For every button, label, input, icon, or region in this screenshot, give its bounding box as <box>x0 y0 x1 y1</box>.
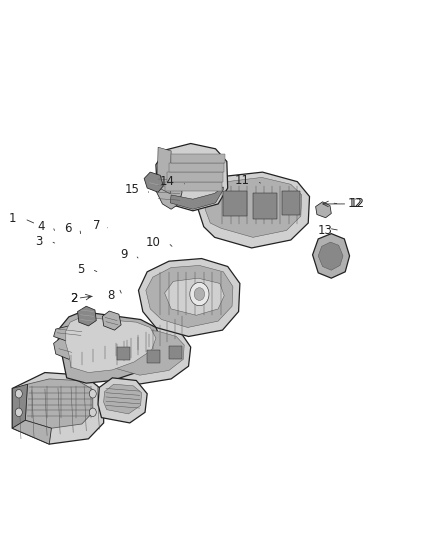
Polygon shape <box>99 325 191 384</box>
Text: 4: 4 <box>37 220 45 233</box>
Polygon shape <box>170 187 223 209</box>
Text: 10: 10 <box>145 236 160 249</box>
Polygon shape <box>66 317 156 373</box>
Polygon shape <box>53 336 78 359</box>
Text: 11: 11 <box>234 174 250 187</box>
Bar <box>117 347 130 360</box>
Polygon shape <box>313 233 350 278</box>
Polygon shape <box>156 143 228 211</box>
Circle shape <box>194 288 205 301</box>
Polygon shape <box>25 379 93 428</box>
Polygon shape <box>53 325 83 342</box>
Polygon shape <box>165 278 224 316</box>
Bar <box>165 182 222 191</box>
Polygon shape <box>58 312 162 383</box>
Circle shape <box>89 408 96 417</box>
Text: 8: 8 <box>107 289 115 302</box>
Polygon shape <box>138 259 240 336</box>
Bar <box>223 191 247 216</box>
Polygon shape <box>12 384 28 428</box>
Polygon shape <box>78 306 96 326</box>
Bar <box>147 350 160 363</box>
Bar <box>171 154 225 163</box>
Polygon shape <box>198 172 310 248</box>
Text: 13: 13 <box>317 224 332 237</box>
Polygon shape <box>318 242 343 270</box>
Polygon shape <box>102 311 121 330</box>
Bar <box>253 193 277 219</box>
Text: 3: 3 <box>35 235 43 247</box>
Bar <box>169 163 224 173</box>
Text: 1: 1 <box>9 212 17 225</box>
Polygon shape <box>98 378 147 423</box>
Text: 12: 12 <box>350 197 364 211</box>
Bar <box>169 345 182 359</box>
Polygon shape <box>12 373 104 444</box>
Polygon shape <box>144 172 163 192</box>
Polygon shape <box>12 420 51 444</box>
Polygon shape <box>104 384 141 414</box>
Text: 6: 6 <box>64 222 72 235</box>
Text: 15: 15 <box>125 183 140 196</box>
Text: 7: 7 <box>93 219 101 232</box>
Polygon shape <box>157 147 171 194</box>
Circle shape <box>15 390 22 398</box>
Polygon shape <box>205 177 302 237</box>
Bar <box>167 172 223 182</box>
Text: 12: 12 <box>347 197 362 211</box>
Circle shape <box>15 408 22 417</box>
Circle shape <box>89 390 96 398</box>
Polygon shape <box>316 202 331 217</box>
Text: 2: 2 <box>70 292 78 305</box>
Polygon shape <box>105 329 184 375</box>
Polygon shape <box>146 265 233 327</box>
Text: 2: 2 <box>70 292 78 305</box>
Text: 9: 9 <box>120 248 127 261</box>
Polygon shape <box>155 170 182 209</box>
Circle shape <box>190 282 209 306</box>
Bar <box>282 191 300 215</box>
Text: 14: 14 <box>159 175 175 188</box>
Text: 5: 5 <box>77 263 84 276</box>
